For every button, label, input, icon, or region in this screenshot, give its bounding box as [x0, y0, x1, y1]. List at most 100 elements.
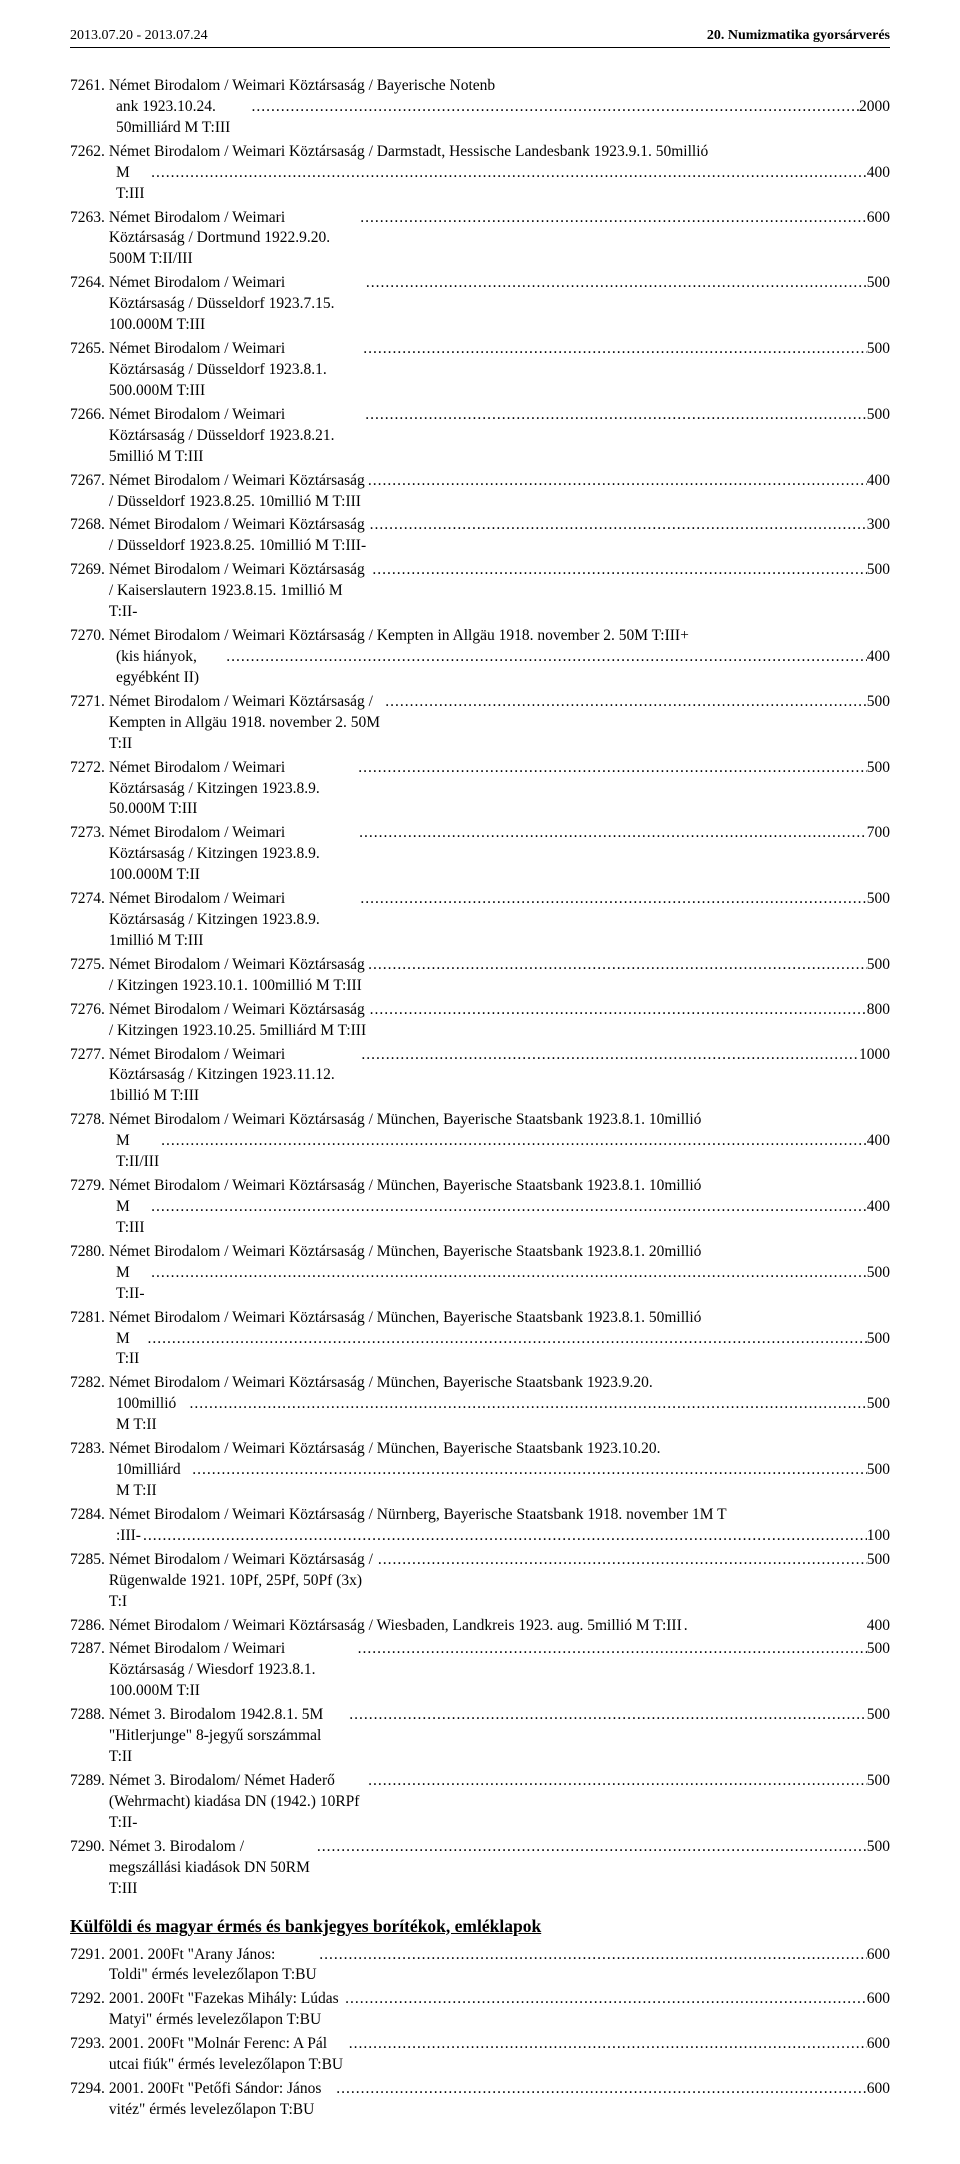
lot-number: 7276.	[70, 1000, 109, 1021]
lot-price: 300	[867, 515, 890, 536]
lot-description: Német Birodalom / Weimari Köztársaság / …	[109, 758, 356, 821]
lot-number: 7261.	[70, 76, 109, 97]
leader-dots: ........................................…	[343, 1989, 867, 2010]
leader-dots: ........................................…	[370, 560, 866, 581]
lot-price: 400	[867, 1131, 890, 1152]
lot-entry: 7264.Német Birodalom / Weimari Köztársas…	[70, 273, 890, 336]
lot-entry: 7265.Német Birodalom / Weimari Köztársas…	[70, 339, 890, 402]
lot-description: Német Birodalom / Weimari Köztársaság / …	[109, 823, 357, 886]
leader-dots: ........................................…	[366, 1771, 867, 1792]
lot-price: 600	[867, 1945, 890, 1966]
lot-entry: 7283.Német Birodalom / Weimari Köztársas…	[70, 1439, 890, 1502]
lot-description: Német Birodalom / Weimari Köztársaság / …	[109, 692, 383, 755]
lot-number: 7287.	[70, 1639, 109, 1660]
lot-price: 500	[867, 758, 890, 779]
leader-dots: ........................................…	[364, 273, 867, 294]
leader-dots: ........................................…	[366, 471, 867, 492]
lot-entry: 7291.2001. 200Ft "Arany János: Toldi" ér…	[70, 1945, 890, 1987]
lot-entry: 7288.Német 3. Birodalom 1942.8.1. 5M "Hi…	[70, 1705, 890, 1768]
lot-price: 500	[867, 1329, 890, 1350]
lot-description: Német Birodalom / Weimari Köztársaság / …	[109, 1639, 356, 1702]
lot-number: 7281.	[70, 1308, 109, 1329]
lot-description-cont: M T:II/III	[116, 1131, 159, 1173]
lot-price: 500	[867, 692, 890, 713]
leader-dots: ........................................…	[356, 1639, 867, 1660]
leader-dots: ........................................…	[224, 647, 866, 668]
leader-dots: ........................................…	[188, 1394, 867, 1415]
lot-entry: 7289.Német 3. Birodalom/ Német Haderő (W…	[70, 1771, 890, 1834]
leader-dots: ........................................…	[358, 889, 866, 910]
lot-price: 500	[867, 273, 890, 294]
lot-entry: 7268.Német Birodalom / Weimari Köztársas…	[70, 515, 890, 557]
lot-description: 2001. 200Ft "Petőfi Sándor: János vitéz"…	[109, 2079, 334, 2121]
leader-dots: ........................................…	[315, 1837, 867, 1858]
header-date-range: 2013.07.20 - 2013.07.24	[70, 28, 208, 44]
leader-dots: ........................................…	[366, 955, 867, 976]
lot-number: 7274.	[70, 889, 109, 910]
section-lot-list: 7291.2001. 200Ft "Arany János: Toldi" ér…	[70, 1945, 890, 2121]
lot-number: 7278.	[70, 1110, 109, 1131]
lot-entry: 7273.Német Birodalom / Weimari Köztársas…	[70, 823, 890, 886]
lot-price: 500	[867, 1394, 890, 1415]
lot-entry: 7269.Német Birodalom / Weimari Köztársas…	[70, 560, 890, 623]
lot-description: Német Birodalom / Weimari Köztársaság / …	[109, 626, 689, 647]
lot-number: 7288.	[70, 1705, 109, 1726]
lot-price: 500	[867, 560, 890, 581]
lot-number: 7264.	[70, 273, 109, 294]
lot-entry: 7272.Német Birodalom / Weimari Köztársas…	[70, 758, 890, 821]
lot-description: Német Birodalom / Weimari Köztársaság / …	[109, 405, 363, 468]
lot-number: 7279.	[70, 1176, 109, 1197]
lot-description: Német Birodalom / Weimari Köztársaság / …	[109, 560, 371, 623]
leader-dots: ........................................…	[159, 1131, 867, 1152]
lot-entry: 7292.2001. 200Ft "Fazekas Mihály: Lúdas …	[70, 1989, 890, 2031]
lot-number: 7266.	[70, 405, 109, 426]
leader-dots: ........................................…	[149, 1197, 867, 1218]
lot-description: 2001. 200Ft "Fazekas Mihály: Lúdas Matyi…	[109, 1989, 343, 2031]
leader-dots: ........................................…	[141, 1526, 867, 1547]
lot-number: 7269.	[70, 560, 109, 581]
leader-dots: ........................................…	[334, 2079, 867, 2100]
lot-entry: 7261.Német Birodalom / Weimari Köztársas…	[70, 76, 890, 139]
lot-description-cont: M T:II-	[116, 1263, 149, 1305]
lot-description: Német Birodalom / Weimari Köztársaság / …	[109, 1242, 702, 1263]
lot-entry: 7262.Német Birodalom / Weimari Köztársas…	[70, 142, 890, 205]
lot-description: Német Birodalom / Weimari Köztársaság / …	[109, 1176, 702, 1197]
leader-dots: ........................................…	[363, 405, 866, 426]
lot-description-cont: :III-	[116, 1526, 141, 1547]
lot-entry: 7280.Német Birodalom / Weimari Köztársas…	[70, 1242, 890, 1305]
lot-entry: 7286.Német Birodalom / Weimari Köztársas…	[70, 1616, 890, 1637]
lot-price: 600	[867, 2079, 890, 2100]
lot-number: 7273.	[70, 823, 109, 844]
leader-dots: ........................................…	[361, 339, 866, 360]
leader-dots: ........................................…	[149, 1263, 867, 1284]
lot-description: 2001. 200Ft "Molnár Ferenc: A Pál utcai …	[109, 2034, 347, 2076]
lot-number: 7263.	[70, 208, 109, 229]
lot-description: Német Birodalom / Weimari Köztársaság / …	[109, 471, 366, 513]
section-heading: Külföldi és magyar érmés és bankjegyes b…	[70, 1916, 890, 1937]
header-title: 20. Numizmatika gyorsárverés	[707, 28, 890, 44]
leader-dots: ........................................…	[368, 515, 867, 536]
lot-description: Német Birodalom / Weimari Köztársaság / …	[109, 1110, 702, 1131]
lot-number: 7294.	[70, 2079, 109, 2100]
lot-description-cont: ank 1923.10.24. 50milliárd M T:III	[116, 97, 249, 139]
lot-number: 7262.	[70, 142, 109, 163]
lot-description-cont: 100millió M T:II	[116, 1394, 188, 1436]
lot-entry: 7284.Német Birodalom / Weimari Köztársas…	[70, 1505, 890, 1547]
lot-description: Német Birodalom / Weimari Köztársaság / …	[109, 1439, 661, 1460]
page-header: 2013.07.20 - 2013.07.24 20. Numizmatika …	[70, 28, 890, 48]
lot-description: Német Birodalom / Weimari Köztársaság / …	[109, 1308, 702, 1329]
lot-price: 700	[867, 823, 890, 844]
lot-entry: 7263.Német Birodalom / Weimari Köztársas…	[70, 208, 890, 271]
leader-dots: ........................................…	[376, 1550, 867, 1571]
leader-dots: ........................................…	[368, 1000, 867, 1021]
lot-description-cont: M T:II	[116, 1329, 146, 1371]
lot-entry: 7294.2001. 200Ft "Petőfi Sándor: János v…	[70, 2079, 890, 2121]
lot-entry: 7285.Német Birodalom / Weimari Köztársas…	[70, 1550, 890, 1613]
lot-entry: 7266.Német Birodalom / Weimari Köztársas…	[70, 405, 890, 468]
lot-number: 7292.	[70, 1989, 109, 2010]
lot-description: Német Birodalom / Weimari Köztársaság / …	[109, 1000, 368, 1042]
lot-price: 400	[867, 1197, 890, 1218]
lot-number: 7275.	[70, 955, 109, 976]
leader-dots: ........................................…	[347, 2034, 867, 2055]
lot-entry: 7267.Német Birodalom / Weimari Köztársas…	[70, 471, 890, 513]
